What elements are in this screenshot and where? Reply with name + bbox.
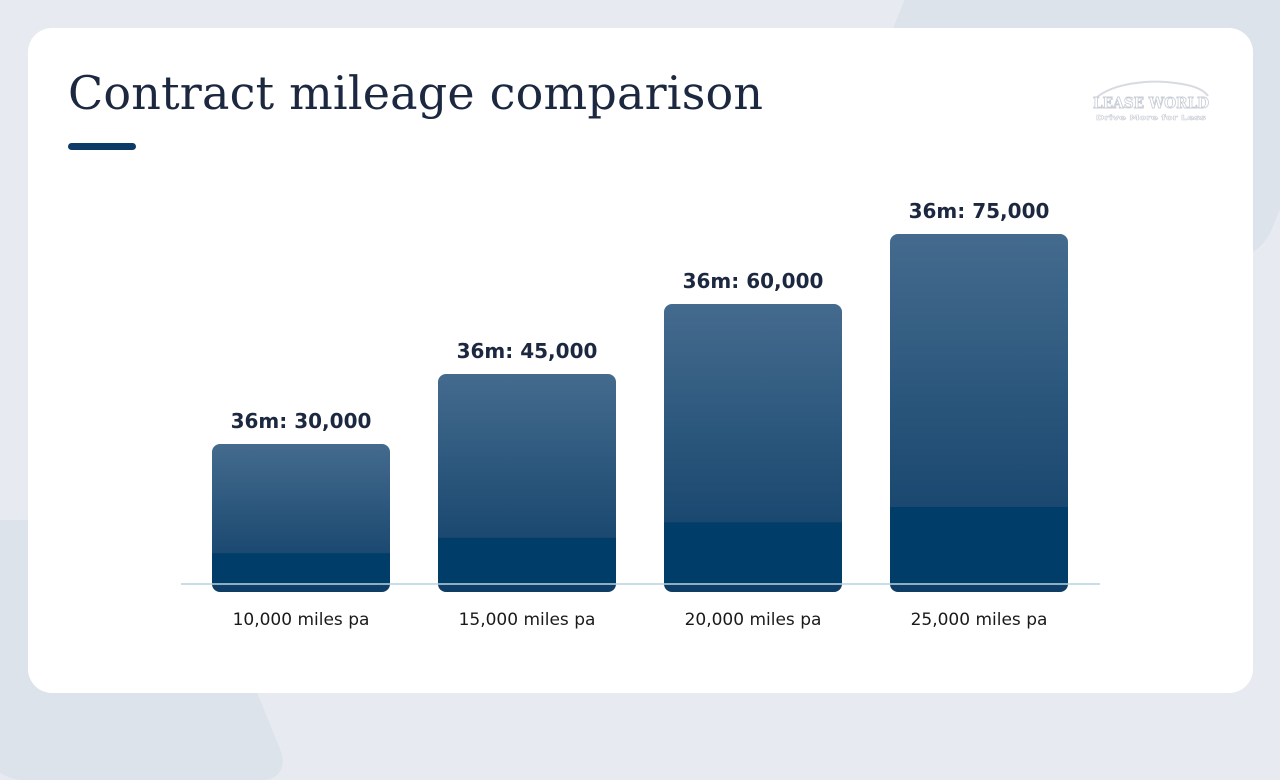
logo-wordmark: LEASE WORLD [1093, 94, 1209, 112]
data-label: 36m: 30,000 [231, 409, 372, 433]
data-label: 36m: 45,000 [457, 339, 598, 363]
bar [664, 304, 842, 592]
bar-base-band [890, 507, 1068, 584]
bar-base-band [664, 522, 842, 584]
page-title: Contract mileage comparison [68, 66, 764, 120]
category-label: 20,000 miles pa [685, 610, 822, 630]
bar [890, 234, 1068, 592]
category-label: 10,000 miles pa [233, 610, 370, 630]
data-label: 36m: 60,000 [683, 269, 824, 293]
car-silhouette-icon [1095, 80, 1209, 99]
category-label: 25,000 miles pa [911, 610, 1048, 630]
bar-base-band [212, 553, 390, 584]
bar-base-band [438, 537, 616, 584]
logo-tagline: Drive More for Less [1096, 114, 1206, 122]
slide-card: Contract mileage comparison LEASE WORLD … [28, 28, 1253, 693]
data-label: 36m: 75,000 [909, 199, 1050, 223]
category-label: 15,000 miles pa [459, 610, 596, 630]
bar [438, 374, 616, 592]
brand-logo: LEASE WORLD Drive More for Less [1093, 80, 1209, 122]
bar-chart: 36m: 30,000 10,000 miles pa 36m: 45,000 15,… [181, 199, 1100, 630]
title-underline [68, 143, 136, 150]
